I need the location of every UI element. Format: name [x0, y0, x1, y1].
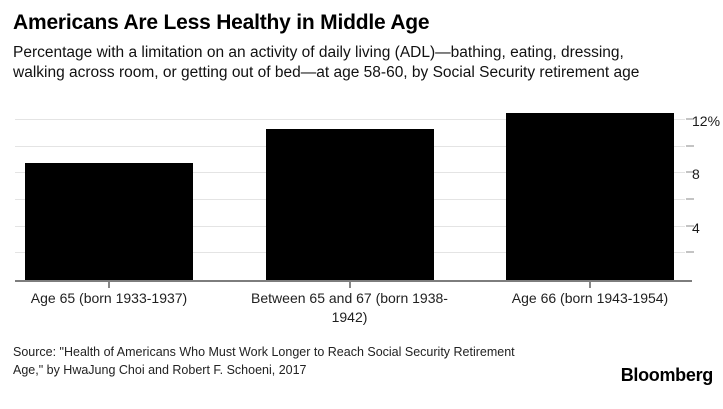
x-axis-tick-3 — [589, 282, 591, 288]
chart-subtitle-line1: Percentage with a limitation on an activ… — [13, 44, 624, 61]
chart-subtitle-line2: walking across room, or getting out of b… — [13, 64, 640, 81]
bar-2 — [265, 129, 434, 280]
y-tick-label-8: 8 — [692, 166, 700, 183]
y-tick-label-4: 4 — [692, 219, 700, 236]
y-axis-tick-6 — [686, 198, 694, 200]
y-axis-tick-10 — [686, 144, 694, 147]
x-axis-label-1: Age 65 (born 1933-1937) — [30, 290, 188, 306]
y-axis-tick-8 — [686, 171, 694, 174]
y-tick-label-12: 12% — [692, 113, 721, 129]
x-axis-tick-1 — [108, 282, 110, 288]
x-axis-line — [15, 280, 692, 282]
source-note-line1: Source: "Health of Americans Who Must Wo… — [13, 345, 515, 359]
y-axis-tick-12 — [686, 118, 694, 120]
bar-1 — [25, 162, 193, 280]
gridline-12 — [15, 119, 685, 120]
bloomberg-logo: Bloomberg — [620, 365, 714, 385]
x-axis-tick-2 — [348, 282, 351, 288]
y-axis-tick-2 — [686, 251, 694, 254]
source-note-line2: Age," by HwaJung Choi and Robert F. Scho… — [13, 363, 307, 377]
x-axis-label-3: Age 66 (born 1943-1954) — [511, 290, 669, 306]
bar-3 — [506, 113, 674, 280]
y-axis-tick-4 — [686, 224, 694, 227]
page-title: Americans Are Less Healthy in Middle Age — [13, 11, 430, 34]
plot-area: 12% 8 4 Age 65 (born 1933-1937) Between 65 a… — [15, 100, 720, 325]
x-axis-label-2: Between 65 and 67 (born 1938-1942) — [251, 290, 448, 325]
chart-subtitle: Percentage with a limitation on an activ… — [13, 43, 718, 83]
source-note: Source: "Health of Americans Who Must Wo… — [13, 343, 573, 379]
